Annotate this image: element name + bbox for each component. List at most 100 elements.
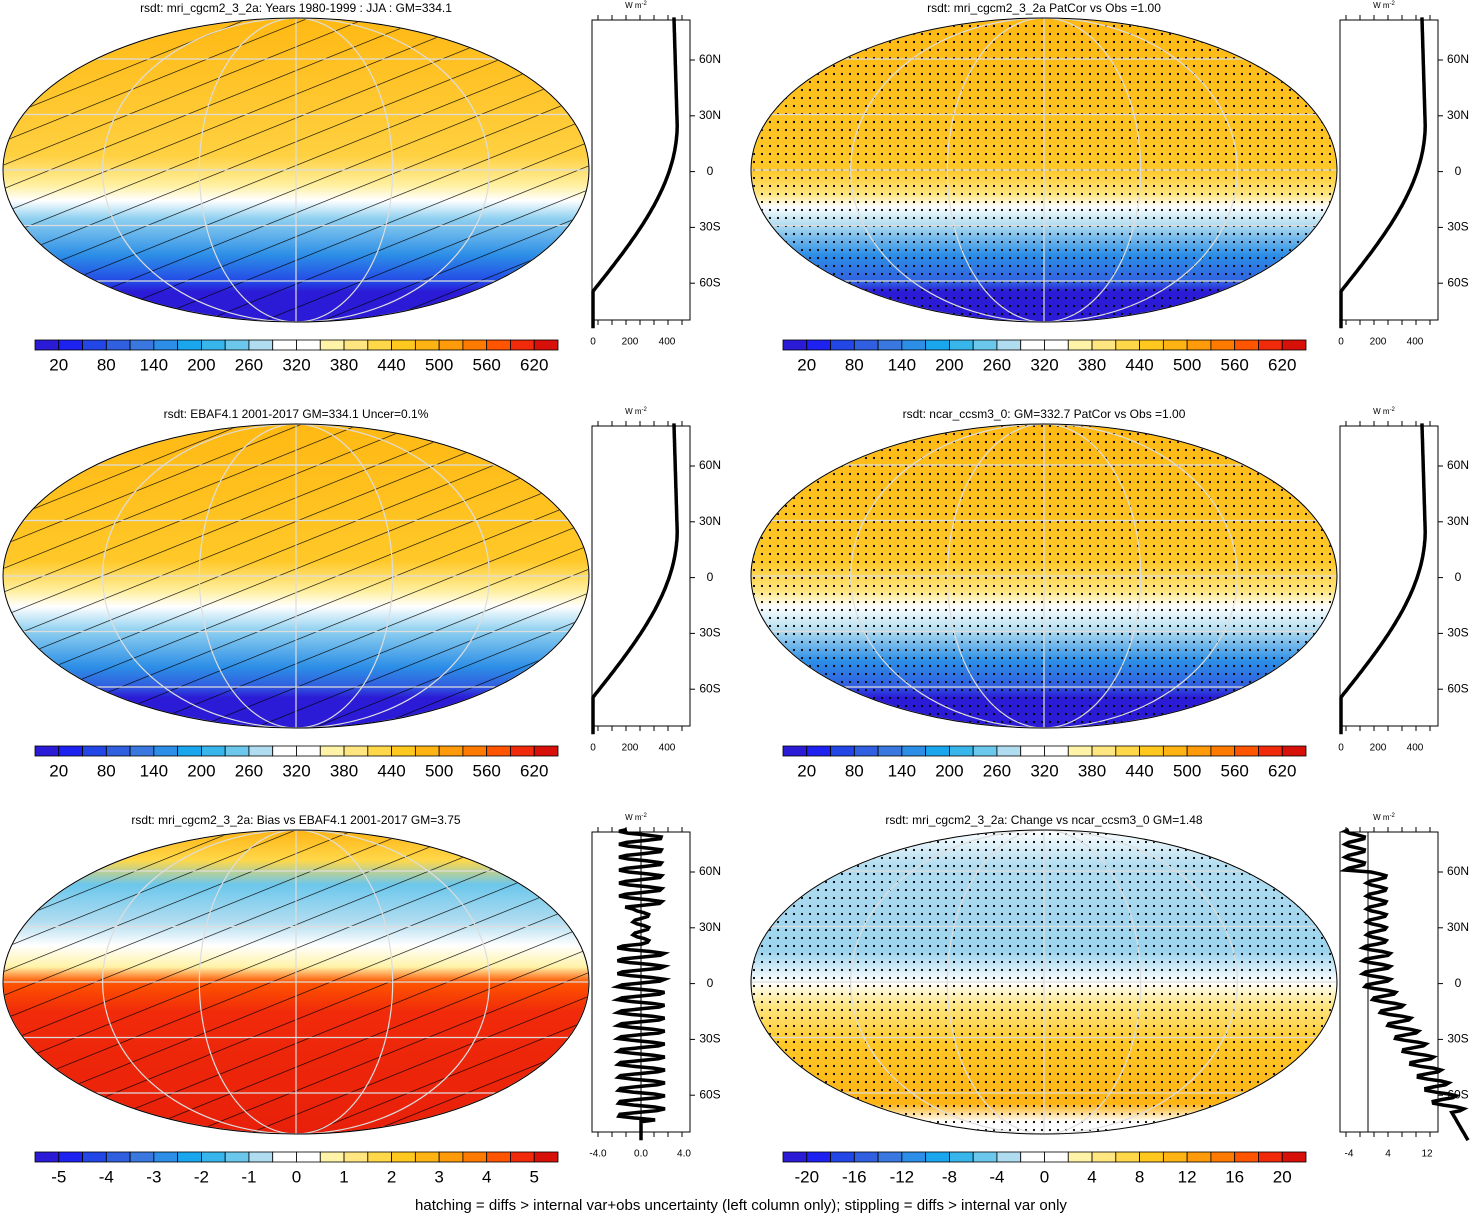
colorbar-label: 320 [1030,761,1058,780]
colorbar-box [319,745,345,757]
colorbar-label: 500 [425,761,453,780]
colorbar-box [782,339,808,351]
colorbar-box [1234,1151,1259,1163]
colorbar-box [972,339,998,351]
lat-label: 60N [699,52,721,66]
lat-label: 0 [707,570,714,584]
colorbar-box [486,745,511,757]
colorbar-box [1258,745,1283,757]
colorbar-label: 80 [845,761,864,780]
colorbar-box [58,339,83,351]
colorbar-box [343,1151,369,1163]
units-sup: -2 [642,813,648,819]
colorbar-box [925,745,950,757]
profile-curve [591,17,679,329]
colorbar-box [272,1151,297,1163]
profile-curve [1339,827,1470,1142]
colorbar-box [82,339,107,351]
colorbar-box [1258,1151,1283,1163]
profile-tick-label: 0 [1338,337,1344,348]
profile-tick-label: 400 [1407,337,1424,348]
colorbar-box [1044,1151,1069,1163]
meridian [946,18,1142,322]
colorbar-box [1281,1151,1307,1163]
colorbar-box [1162,745,1188,757]
colorbar-label: -4 [99,1167,114,1186]
lat-label: 0 [707,976,714,990]
lat-label: 60N [699,864,721,878]
colorbar-box [438,339,464,351]
colorbar-label: 200 [187,355,215,374]
colorbar-box [877,339,903,351]
colorbar-box [391,339,416,351]
lat-label: 60N [1447,458,1469,472]
colorbar-label: 260 [235,761,263,780]
units-sup: -2 [1390,1,1396,7]
units: W m [1373,407,1390,416]
colorbar-box [296,339,321,351]
units: W m [1373,1,1390,10]
colorbar-box [510,339,535,351]
map-border [750,17,1338,323]
colorbar-box [782,1151,808,1163]
colorbar-label: 20 [1273,1167,1292,1186]
profile-tick-label: 0.0 [634,1149,648,1160]
colorbar-box [391,745,416,757]
colorbar-box [925,1151,950,1163]
colorbar-box [486,1151,511,1163]
lat-label: 60N [1447,864,1469,878]
colorbar-label: 20 [797,355,816,374]
colorbar-box [1281,339,1307,351]
colorbar-box [1020,339,1045,351]
units-label: W m-2 [1373,1,1395,11]
colorbar-box [367,1151,392,1163]
units-label: W m-2 [1373,813,1395,823]
colorbar-label: -8 [942,1167,957,1186]
profile-curve [610,827,672,1141]
colorbar-label: 12 [1178,1167,1197,1186]
colorbar-box [272,745,297,757]
lat-label: 0 [1455,570,1462,584]
colorbar-box [414,745,440,757]
profile-tick-label: 0 [590,337,596,348]
colorbar-box [319,339,345,351]
colorbar-box [806,1151,831,1163]
profile-curve [591,423,679,735]
profile-tick-label: -4 [1345,1149,1354,1160]
colorbar-label: 80 [845,355,864,374]
colorbar-label: 560 [472,761,500,780]
colorbar-box [248,745,274,757]
meridian [102,18,490,322]
profile-tick-label: 400 [1407,743,1424,754]
colorbar-box [877,1151,903,1163]
map [3,18,589,322]
colorbar-box [82,1151,107,1163]
colorbar-box [1281,745,1307,757]
map-border [2,829,590,1135]
profile-tick-label: 200 [1370,743,1387,754]
colorbar-box [34,1151,60,1163]
meridian [198,424,394,728]
colorbar-box [949,745,974,757]
colorbar-box [1091,339,1117,351]
colorbar-box [996,745,1022,757]
colorbar-label: 620 [520,355,548,374]
panel-title: rsdt: ncar_ccsm3_0: GM=332.7 PatCor vs O… [903,407,1186,421]
colorbar-box [319,1151,345,1163]
lat-label: 30N [699,514,721,528]
colorbar-label: 20 [49,355,68,374]
lat-label: 30N [1447,108,1469,122]
lat-label: 30N [699,920,721,934]
colorbar-box [1044,745,1069,757]
lat-label: 0 [707,164,714,178]
colorbar-box [996,1151,1022,1163]
units: W m [625,407,642,416]
panel-title: rsdt: mri_cgcm2_3_2a: Bias vs EBAF4.1 20… [131,813,460,827]
profile-curve [1339,17,1427,329]
colorbar-box [1139,339,1164,351]
colorbar-box [343,745,369,757]
map [751,424,1337,728]
colorbar-box [949,1151,974,1163]
lat-label: 30S [1447,1032,1468,1046]
units-label: W m-2 [625,813,647,823]
